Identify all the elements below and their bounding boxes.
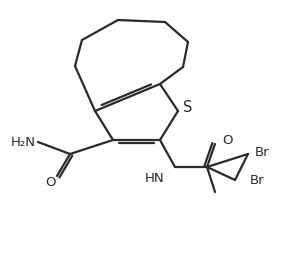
Text: H₂N: H₂N: [11, 135, 36, 149]
Text: O: O: [45, 176, 55, 188]
Text: S: S: [183, 100, 192, 114]
Text: HN: HN: [145, 172, 165, 185]
Text: Br: Br: [255, 145, 270, 159]
Text: Br: Br: [250, 173, 265, 187]
Text: O: O: [222, 134, 233, 146]
